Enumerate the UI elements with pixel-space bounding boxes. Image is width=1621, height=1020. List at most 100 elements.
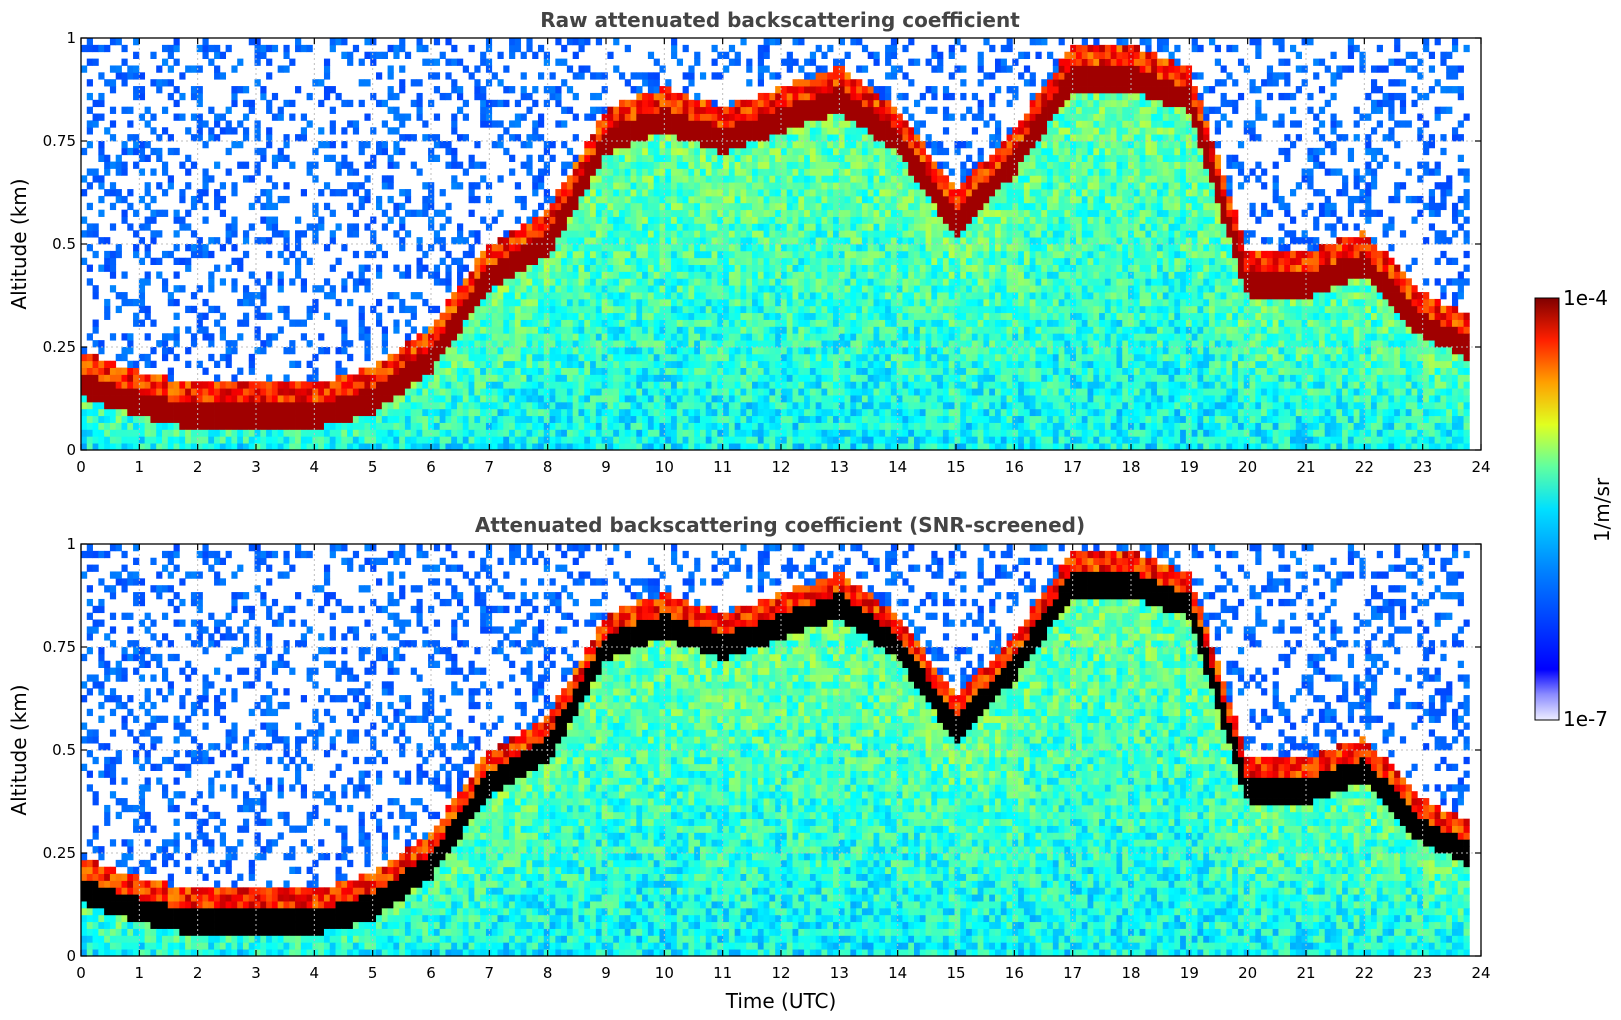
heatmap-cell [619, 223, 625, 230]
heatmap-cell [758, 333, 764, 340]
heatmap-cell [445, 429, 451, 436]
heatmap-cell [631, 409, 637, 416]
heatmap-cell [723, 354, 729, 361]
heatmap-cell [162, 162, 168, 169]
heatmap-cell [746, 299, 752, 306]
heatmap-cell [191, 114, 197, 121]
heatmap-cell [521, 196, 527, 203]
heatmap-cell [758, 65, 764, 72]
heatmap-cell [729, 175, 735, 182]
heatmap-cell [833, 395, 839, 402]
heatmap-cell [706, 429, 712, 436]
heatmap-cell [746, 271, 752, 278]
heatmap-cell [532, 443, 538, 450]
heatmap-cell [116, 244, 122, 251]
heatmap-cell [388, 175, 394, 182]
heatmap-cell [642, 285, 648, 292]
heatmap-cell [596, 423, 602, 430]
heatmap-cell [694, 107, 700, 114]
heatmap-cell [758, 134, 764, 141]
heatmap-cell [353, 285, 359, 292]
heatmap-cell [278, 306, 284, 313]
heatmap-cell [116, 354, 122, 361]
heatmap-cell [775, 100, 781, 107]
heatmap-cell [145, 388, 151, 395]
heatmap-cell [226, 388, 232, 395]
heatmap-cell [451, 443, 457, 450]
heatmap-cell [596, 120, 602, 127]
heatmap-cell [567, 148, 573, 155]
heatmap-cell [671, 429, 677, 436]
heatmap-cell [688, 189, 694, 196]
heatmap-cell [185, 306, 191, 313]
heatmap-cell [642, 278, 648, 285]
heatmap-cell [619, 217, 625, 224]
heatmap-cell [255, 45, 261, 52]
heatmap-cell [735, 230, 741, 237]
heatmap-cell [729, 368, 735, 375]
heatmap-cell [590, 244, 596, 251]
heatmap-cell [185, 416, 191, 423]
heatmap-cell [810, 374, 816, 381]
heatmap-cell [307, 374, 313, 381]
heatmap-cell [764, 127, 770, 134]
heatmap-cell [168, 395, 174, 402]
heatmap-cell [723, 120, 729, 127]
heatmap-cell [526, 443, 532, 450]
heatmap-cell [382, 210, 388, 217]
heatmap-cell [712, 409, 718, 416]
heatmap-cell [405, 265, 411, 272]
heatmap-cell [538, 313, 544, 320]
heatmap-cell [98, 45, 104, 52]
heatmap-cell [364, 189, 370, 196]
heatmap-cell [295, 423, 301, 430]
heatmap-cell [694, 340, 700, 347]
heatmap-cell [619, 244, 625, 251]
heatmap-cell [110, 333, 116, 340]
heatmap-cell [550, 354, 556, 361]
heatmap-cell [827, 155, 833, 162]
heatmap-cell [382, 223, 388, 230]
heatmap-cell [723, 175, 729, 182]
heatmap-cell [457, 292, 463, 299]
heatmap-cell [278, 381, 284, 388]
heatmap-cell [787, 306, 793, 313]
heatmap-cell [440, 52, 446, 59]
heatmap-cell [706, 271, 712, 278]
heatmap-cell [370, 230, 376, 237]
heatmap-cell [162, 423, 168, 430]
heatmap-cell [758, 203, 764, 210]
heatmap-cell [156, 210, 162, 217]
heatmap-cell [688, 182, 694, 189]
heatmap-cell [764, 443, 770, 450]
heatmap-cell [469, 292, 475, 299]
heatmap-cell [104, 265, 110, 272]
heatmap-cell [150, 210, 156, 217]
heatmap-cell [301, 333, 307, 340]
heatmap-cell [550, 155, 556, 162]
heatmap-cell [642, 223, 648, 230]
heatmap-cell [492, 429, 498, 436]
heatmap-cell [87, 333, 93, 340]
heatmap-cell [752, 203, 758, 210]
heatmap-cell [226, 237, 232, 244]
heatmap-cell [202, 423, 208, 430]
heatmap-cell [648, 244, 654, 251]
heatmap-cell [486, 107, 492, 114]
heatmap-cell [619, 100, 625, 107]
heatmap-cell [729, 148, 735, 155]
heatmap-cell [341, 333, 347, 340]
heatmap-cell [816, 196, 822, 203]
heatmap-cell [110, 223, 116, 230]
heatmap-cell [625, 347, 631, 354]
heatmap-cell [202, 313, 208, 320]
heatmap-cell [370, 416, 376, 423]
heatmap-cell [654, 340, 660, 347]
heatmap-cell [422, 45, 428, 52]
heatmap-cell [752, 244, 758, 251]
heatmap-cell [602, 203, 608, 210]
heatmap-cell [98, 361, 104, 368]
heatmap-cell [301, 388, 307, 395]
heatmap-cell [613, 374, 619, 381]
heatmap-cell [613, 443, 619, 450]
